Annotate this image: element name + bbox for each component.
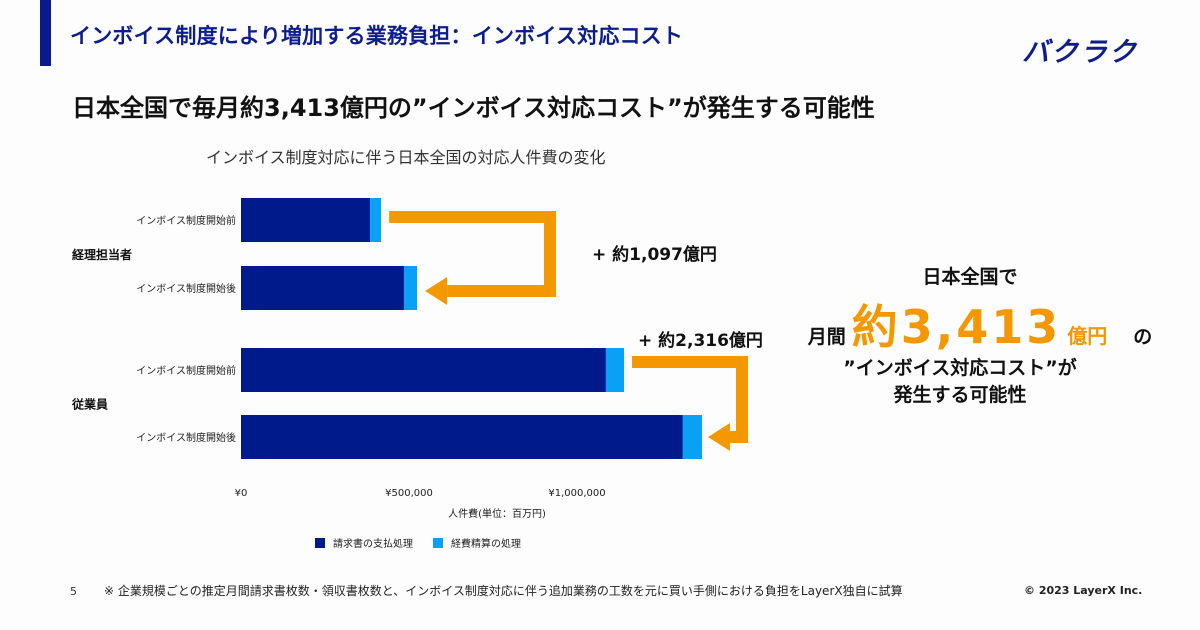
page-header-title: インボイス制度により増加する業務負担：インボイス対応コスト	[70, 24, 684, 48]
bar-segment-expense-settlement	[605, 348, 625, 392]
category-label: インボイス制度開始前	[136, 214, 236, 227]
summary-line-2: 月間 約3,413 億円 の	[800, 291, 1160, 357]
page-number: 5	[70, 585, 77, 598]
summary-line-1: 日本全国で	[922, 266, 1018, 288]
category-label: インボイス制度開始後	[136, 431, 236, 444]
header-accent-bar	[40, 0, 51, 66]
x-tick-label: ¥500,000	[385, 488, 433, 499]
increase-arrowhead	[707, 423, 730, 451]
summary-line-4: 発生する可能性	[893, 384, 1027, 406]
increase-annotation: + 約1,097億円	[592, 244, 717, 265]
category-label: インボイス制度開始前	[136, 364, 236, 377]
copyright: © 2023 LayerX Inc.	[1024, 584, 1143, 597]
increase-arrow	[632, 356, 748, 443]
slide-headline: 日本全国で毎月約3,413億円の”インボイス対応コスト”が発生する可能性	[72, 94, 875, 122]
footnote: ※ 企業規模ごとの推定月間請求書枚数・領収書枚数と、インボイス制度対応に伴う追加…	[104, 584, 903, 598]
x-tick-label: ¥1,000,000	[548, 488, 605, 499]
category-label: インボイス制度開始後	[136, 282, 236, 295]
x-axis-label: 人件費(単位：百万円)	[448, 507, 546, 520]
summary-prefix: 月間	[807, 326, 846, 348]
summary-suffix: の	[1133, 326, 1153, 348]
summary-line-3: ”インボイス対応コスト”が	[843, 357, 1077, 379]
bar-segment-expense-settlement	[370, 198, 382, 242]
increase-arrow	[389, 211, 556, 297]
legend-swatch	[433, 538, 443, 548]
bar-segment-invoice-payment	[241, 266, 404, 310]
group-label: 従業員	[71, 397, 108, 412]
legend-swatch	[315, 538, 325, 548]
chart-title: インボイス制度対応に伴う日本全国の対応人件費の変化	[206, 148, 606, 167]
bar-segment-invoice-payment	[241, 198, 371, 242]
legend-label: 請求書の支払処理	[333, 537, 413, 550]
group-label: 経理担当者	[72, 247, 132, 262]
increase-annotation: + 約2,316億円	[638, 330, 763, 351]
bar-segment-invoice-payment	[241, 348, 606, 392]
summary-amount: 約3,413	[851, 300, 1062, 354]
summary-callout: 日本全国で 月間 約3,413 億円 の ”インボイス対応コスト”が 発生する可…	[800, 262, 1160, 407]
bar-segment-expense-settlement	[682, 415, 702, 459]
x-tick-label: ¥0	[235, 488, 248, 499]
increase-arrowhead	[425, 277, 448, 305]
legend-label: 経費精算の処理	[451, 537, 521, 550]
brand-logo: バクラク	[1022, 37, 1138, 68]
summary-unit: 億円	[1067, 324, 1108, 348]
bar-segment-expense-settlement	[403, 266, 418, 310]
bar-segment-invoice-payment	[241, 415, 683, 459]
